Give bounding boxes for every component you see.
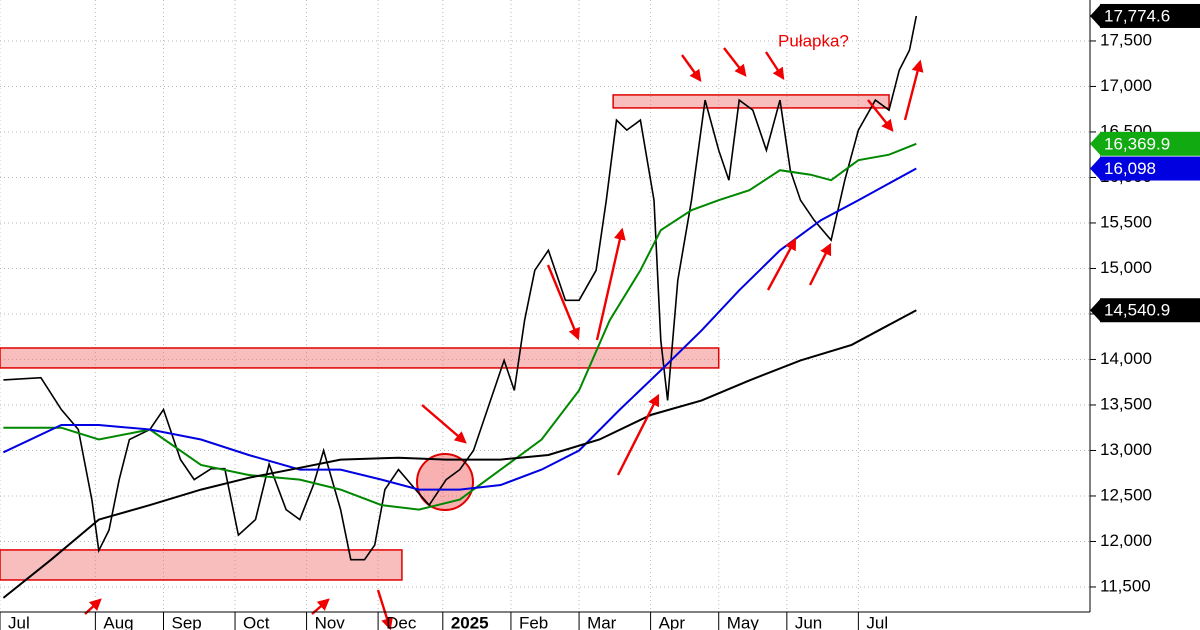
- arrow: [903, 59, 924, 121]
- price-line: [2, 167, 917, 491]
- grid: [0, 0, 1090, 612]
- x-tick-label: Apr: [659, 613, 686, 630]
- zone: [612, 94, 890, 109]
- x-tick-label: Aug: [103, 613, 133, 630]
- zone: [0, 549, 403, 581]
- x-tick-label: Mar: [587, 613, 617, 630]
- price-tag-label: 17,774.6: [1104, 6, 1170, 25]
- x-tick-label: Sep: [172, 613, 202, 630]
- arrow: [376, 589, 393, 630]
- x-tick-label: Nov: [315, 613, 346, 630]
- price-tag: [1100, 3, 1200, 28]
- y-tick-label: 13,500: [1100, 394, 1152, 413]
- y-tick-label: 17,500: [1100, 30, 1152, 49]
- arrow: [867, 99, 894, 132]
- y-tick-label: 11,500: [1100, 576, 1151, 595]
- arrow: [546, 264, 580, 341]
- arrow: [616, 393, 660, 476]
- price-tag: [1100, 131, 1200, 156]
- y-tick-label: 14,000: [1100, 349, 1152, 368]
- y-tick-label: 15,500: [1100, 212, 1152, 231]
- axes: 11,500 12,000 12,500 13,000 13,500 14,000 14,5…: [0, 3, 1200, 630]
- arrows: [84, 47, 924, 630]
- x-tick-label: 2025: [451, 613, 489, 630]
- price-line: [3, 15, 918, 561]
- y-tick-label: 15,000: [1100, 258, 1152, 277]
- x-tick-label: Jul: [8, 613, 30, 630]
- arrow: [766, 237, 797, 291]
- price-tag-label: 16,369.9: [1104, 134, 1170, 153]
- y-tick-label: 12,500: [1100, 485, 1152, 504]
- arrow: [421, 404, 467, 444]
- price-tag-label: 16,098: [1104, 159, 1156, 178]
- lines: [2, 15, 918, 599]
- arrow: [595, 227, 626, 341]
- y-tick-label: 12,000: [1100, 531, 1152, 550]
- x-tick-label: Jul: [866, 613, 888, 630]
- price-tag-pointer: [1090, 131, 1101, 156]
- x-tick-label: Jun: [795, 613, 822, 630]
- y-tick-label: 13,000: [1100, 440, 1152, 459]
- price-tag: [1100, 156, 1200, 181]
- price-tag-pointer: [1090, 156, 1101, 181]
- x-tick-label: Feb: [519, 613, 548, 630]
- annotation: Pułapka?: [778, 31, 849, 50]
- arrow: [723, 47, 747, 77]
- price-tag: [1100, 298, 1200, 323]
- x-tick-label: Oct: [243, 613, 270, 630]
- price-line: [2, 309, 917, 599]
- zone: [0, 347, 720, 369]
- price-tag-label: 14,540.9: [1104, 301, 1170, 320]
- price-tag-pointer: [1090, 298, 1101, 323]
- zones: [0, 94, 890, 581]
- y-tick-label: 17,000: [1100, 76, 1152, 95]
- price-line: [3, 142, 917, 511]
- arrow: [764, 51, 785, 81]
- arrow: [808, 242, 832, 286]
- x-tick-label: Dec: [386, 613, 417, 630]
- price-tag-pointer: [1090, 3, 1101, 28]
- arrow: [681, 54, 702, 82]
- x-tick-label: May: [727, 613, 760, 630]
